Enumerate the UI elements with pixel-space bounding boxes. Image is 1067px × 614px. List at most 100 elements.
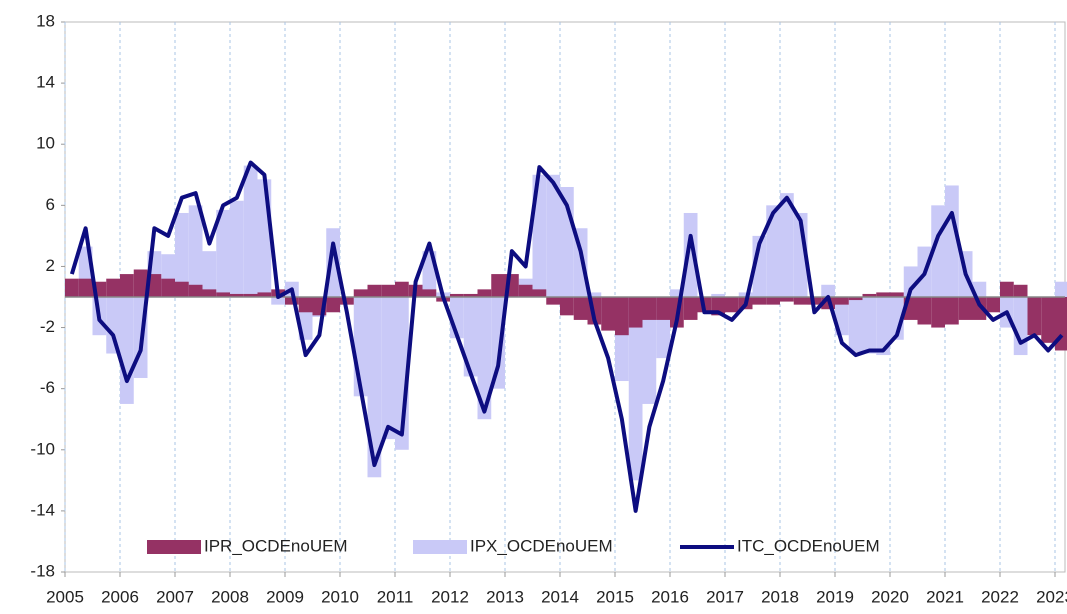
- bar: [615, 297, 629, 336]
- bar: [642, 297, 657, 320]
- bar: [285, 297, 299, 305]
- x-tick-label: 2022: [981, 587, 1019, 606]
- bar: [848, 297, 863, 352]
- y-tick-label: -6: [40, 378, 55, 397]
- bar: [780, 297, 794, 302]
- bar: [216, 292, 230, 297]
- bar: [518, 284, 533, 297]
- bar: [876, 292, 890, 297]
- bar: [601, 297, 615, 331]
- bar: [656, 297, 670, 320]
- bar: [161, 278, 175, 297]
- bar: [1027, 297, 1042, 336]
- bar: [147, 274, 162, 297]
- bar: [546, 297, 560, 305]
- bar: [477, 289, 492, 297]
- bar: [477, 297, 492, 420]
- legend-label: ITC_OCDEnoUEM: [737, 536, 880, 555]
- bar: [175, 212, 189, 297]
- bar: [450, 293, 464, 297]
- x-tick-label: 2012: [431, 587, 469, 606]
- bar: [532, 289, 547, 297]
- bar: [780, 193, 794, 297]
- y-tick-label: 6: [46, 195, 55, 214]
- x-tick-label: 2013: [486, 587, 524, 606]
- x-tick-label: 2014: [541, 587, 579, 606]
- x-tick-label: 2016: [651, 587, 689, 606]
- x-tick-label: 2010: [321, 587, 359, 606]
- line: [69, 160, 1064, 513]
- bar: [188, 284, 203, 297]
- bar: [560, 297, 574, 316]
- bar: [766, 297, 780, 305]
- legend-swatch: [147, 540, 201, 554]
- bar: [257, 179, 272, 297]
- bar: [958, 297, 973, 320]
- bar: [1013, 284, 1028, 297]
- bar: [202, 289, 217, 297]
- bar: [243, 293, 258, 297]
- bar: [903, 266, 918, 297]
- bar: [257, 292, 272, 297]
- x-tick-label: 2011: [377, 587, 414, 606]
- bar: [422, 289, 437, 297]
- y-tick-label: 2: [46, 256, 55, 275]
- bar: [367, 297, 382, 478]
- x-tick-label: 2006: [101, 587, 139, 606]
- bar: [683, 297, 698, 320]
- bar: [711, 293, 725, 297]
- bar: [1055, 281, 1067, 297]
- bar: [463, 293, 478, 297]
- bar: [766, 205, 780, 297]
- bar: [573, 297, 588, 320]
- bar: [230, 200, 244, 297]
- y-tick-label: -14: [30, 500, 55, 519]
- bar: [642, 297, 657, 404]
- bar: [546, 174, 560, 297]
- bar: [835, 297, 849, 305]
- y-tick-label: 10: [36, 134, 55, 153]
- legend-swatch: [413, 540, 467, 554]
- x-tick-label: 2018: [761, 587, 799, 606]
- bar: [491, 297, 505, 389]
- x-tick-label: 2021: [926, 587, 964, 606]
- bar: [793, 297, 808, 305]
- bar: [945, 185, 959, 297]
- bar: [752, 297, 767, 305]
- bar: [972, 297, 987, 320]
- bar: [862, 297, 877, 354]
- bar: [381, 284, 395, 297]
- bar: [106, 278, 120, 297]
- bar: [862, 293, 877, 297]
- bar: [725, 297, 739, 313]
- bar: [271, 297, 285, 305]
- x-tick-label: 2009: [266, 587, 304, 606]
- bar: [1000, 281, 1014, 297]
- bar: [628, 297, 643, 328]
- bar: [931, 297, 945, 328]
- bar: [491, 274, 505, 297]
- bar: [1041, 297, 1055, 343]
- bar: [381, 297, 395, 440]
- x-tick-label: 2019: [816, 587, 854, 606]
- bar: [670, 289, 684, 297]
- bar: [628, 297, 643, 481]
- bar: [395, 281, 409, 297]
- bar: [243, 165, 258, 297]
- bar: [848, 297, 863, 301]
- x-tick-label: 2020: [871, 587, 909, 606]
- x-tick-label: 2023: [1036, 587, 1067, 606]
- legend-label: IPX_OCDEnoUEM: [470, 536, 613, 555]
- bar: [876, 297, 890, 356]
- y-tick-label: 18: [36, 11, 55, 30]
- x-tick-label: 2007: [156, 587, 194, 606]
- bar: [587, 292, 602, 297]
- bar: [353, 289, 368, 297]
- y-tick-label: -2: [40, 317, 55, 336]
- bar: [78, 278, 93, 297]
- bar: [1013, 297, 1028, 356]
- bar: [133, 269, 148, 297]
- x-tick-label: 2015: [596, 587, 634, 606]
- bar: [188, 205, 203, 297]
